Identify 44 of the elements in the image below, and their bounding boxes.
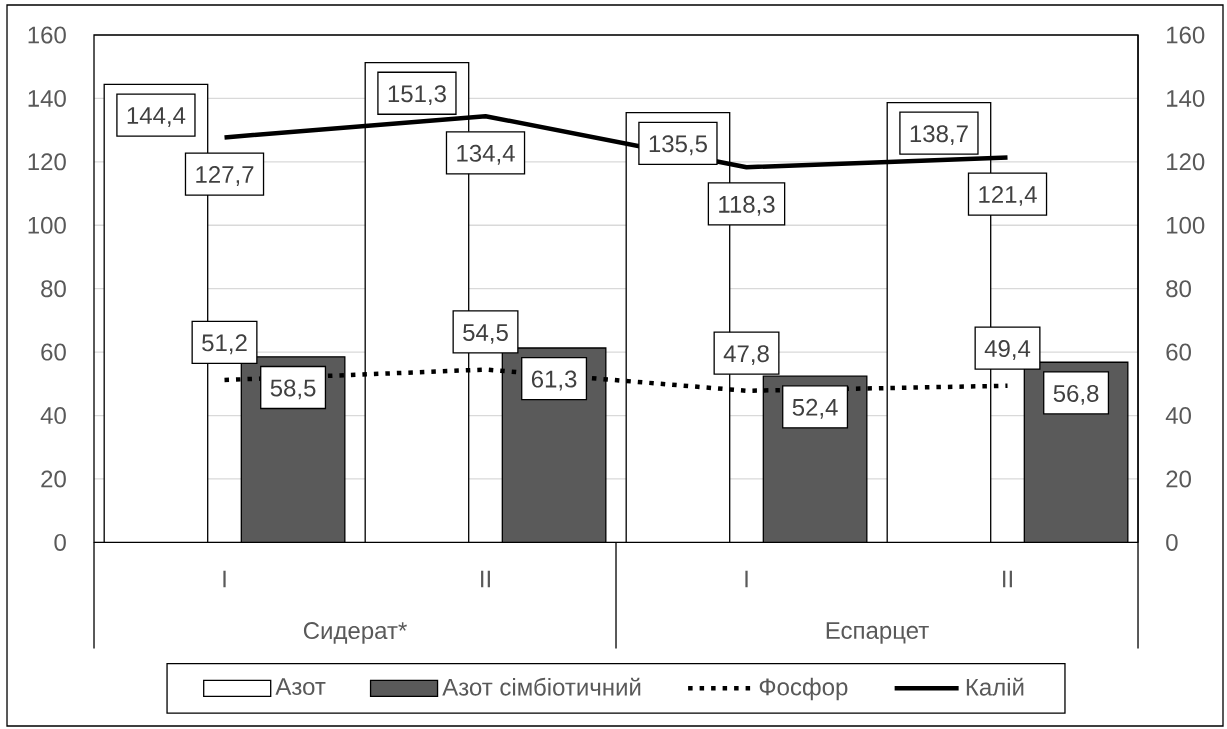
y-tick-label: 100 (28, 216, 66, 234)
text: Еспарцет (826, 622, 929, 644)
data-label: 56,8 (1053, 384, 1099, 405)
data-label: 61,3 (531, 370, 577, 391)
y2-tick-label: 120 (1167, 153, 1205, 171)
data-label: 51,2 (202, 334, 247, 355)
data-label: 47,8 (723, 345, 769, 365)
x-tick-label: II (1003, 570, 1012, 588)
y-tick-label: 140 (28, 89, 66, 107)
data-label: 134,4 (457, 144, 515, 165)
y2-tick-label: 160 (1167, 26, 1205, 44)
data-label: 118,3 (719, 195, 775, 216)
y-tick-label: 60 (41, 343, 66, 361)
data-label: 138,7 (910, 125, 968, 146)
y2-tick-label: 80 (1166, 280, 1191, 298)
data-label: 127,7 (196, 166, 254, 186)
y2-tick-label: 40 (1165, 407, 1191, 425)
data-label: 54,5 (463, 324, 508, 344)
y-tick-label: 120 (28, 153, 66, 171)
text: Сидерат* (303, 622, 407, 644)
legend-label: Азот (275, 678, 326, 696)
data-label: 49,4 (984, 340, 1031, 360)
legend-label: Фосфор (759, 677, 848, 701)
data-label: 144,4 (127, 107, 186, 127)
x-tick-label: I (223, 570, 226, 588)
data-label: 52,4 (792, 398, 838, 419)
y-tick-label: 0 (54, 533, 66, 551)
y2-tick-label: 60 (1166, 343, 1191, 361)
y-tick-label: 160 (28, 26, 66, 44)
y2-tick-label: 20 (1166, 470, 1191, 488)
legend-label: Азот сімбіотичний (442, 677, 641, 696)
data-label: 151,3 (388, 85, 446, 106)
data-label: 58,5 (270, 379, 316, 400)
y2-tick-label: 140 (1167, 89, 1205, 107)
y-tick-label: 80 (41, 280, 66, 298)
y2-tick-label: 100 (1167, 216, 1205, 234)
x-tick-label: II (481, 570, 490, 588)
data-label: 121,4 (979, 186, 1037, 206)
y-tick-label: 20 (41, 470, 66, 488)
y2-tick-label: 0 (1166, 533, 1178, 551)
data-label: 135,5 (649, 135, 707, 156)
y-tick-label: 40 (40, 407, 66, 425)
x-tick-label: I (745, 570, 748, 588)
legend-label: Калій (966, 677, 1024, 696)
